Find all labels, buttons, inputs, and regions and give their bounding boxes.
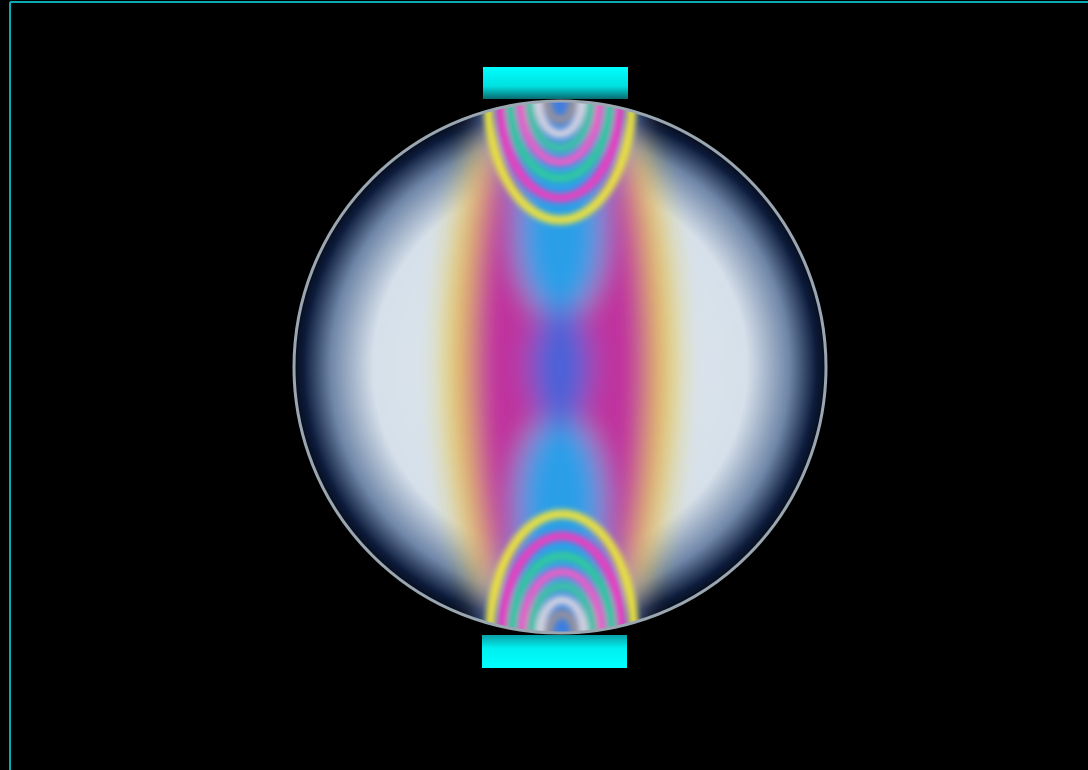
top-load-block bbox=[483, 67, 628, 99]
disk-rim bbox=[292, 99, 828, 635]
bottom-fringes bbox=[485, 509, 639, 634]
bottom-load-block bbox=[482, 635, 627, 668]
top-fringes bbox=[483, 100, 637, 225]
disk bbox=[293, 100, 827, 634]
